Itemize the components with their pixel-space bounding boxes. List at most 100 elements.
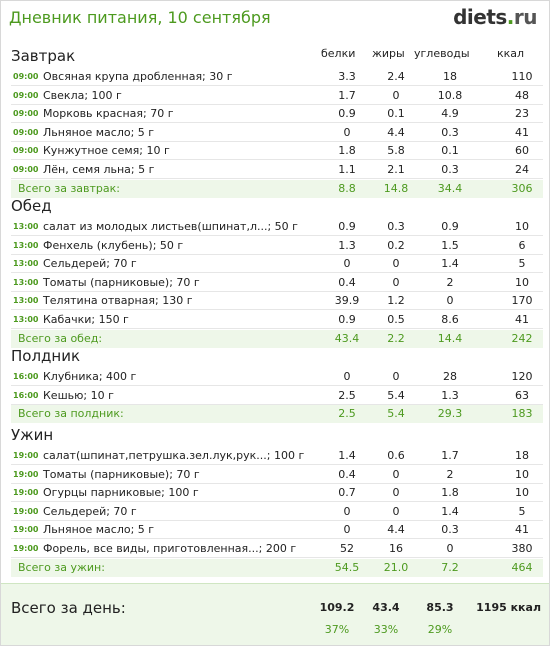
col-protein: белки <box>321 47 356 60</box>
food-kcal: 5 <box>518 257 526 271</box>
col-carbs: углеводы <box>414 47 470 60</box>
food-fat: 4.4 <box>387 523 405 537</box>
food-carbs: 0.9 <box>441 220 459 233</box>
meal-total-kcal: 306 <box>511 181 533 195</box>
meal-total-protein: 8.8 <box>338 181 356 195</box>
food-carbs: 0.3 <box>441 163 459 176</box>
food-kcal: 60 <box>515 144 529 158</box>
food-protein: 0.4 <box>338 467 356 481</box>
meal-total-protein: 54.5 <box>334 560 360 574</box>
food-carbs: 2 <box>446 275 454 289</box>
meal-title: Завтрак <box>11 47 76 65</box>
food-protein: 0.4 <box>338 275 356 289</box>
food-row[interactable]: 19:00 Огурцы парниковые; 100 г 0.7 0 1.8 10 <box>11 484 543 503</box>
food-row[interactable]: 09:00 Льняное масло; 5 г 0 4.4 0.3 41 <box>11 124 543 142</box>
food-carbs: 1.8 <box>441 486 459 500</box>
food-time: 19:00 <box>13 451 39 460</box>
food-kcal: 41 <box>515 523 529 537</box>
food-row[interactable]: 09:00 Лён, семя льна; 5 г 1.1 2.1 0.3 24 <box>11 161 543 179</box>
food-carbs: 0 <box>446 542 454 555</box>
header: Дневник питания, 10 сентября diets.ru <box>1 1 549 37</box>
food-time: 16:00 <box>13 390 39 400</box>
meal-total-carbs: 7.2 <box>441 560 459 574</box>
food-name[interactable]: Лён, семя льна; 5 г <box>43 163 155 176</box>
food-row[interactable]: 13:00 Томаты (парниковые); 70 г 0.4 0 2 10 <box>11 274 543 292</box>
food-kcal: 41 <box>515 125 529 139</box>
food-kcal: 24 <box>515 163 529 176</box>
food-name[interactable]: салат из молодых листьев(шпинат,л...; 50… <box>43 220 298 233</box>
food-row[interactable]: 13:00 Сельдерей; 70 г 0 0 1.4 5 <box>11 255 543 274</box>
food-protein: 1.3 <box>338 238 356 252</box>
food-row[interactable]: 09:00 Кунжутное семя; 10 г 1.8 5.8 0.1 60 <box>11 142 543 161</box>
food-name[interactable]: Сельдерей; 70 г <box>43 504 137 518</box>
food-row[interactable]: 13:00 Фенхель (клубень); 50 г 1.3 0.2 1.5 6 <box>11 237 543 255</box>
food-row[interactable]: 09:00 Морковь красная; 70 г 0.9 0.1 4.9 23 <box>11 105 543 124</box>
food-row[interactable]: 09:00 Свекла; 100 г 1.7 0 10.8 48 <box>11 87 543 105</box>
food-row[interactable]: 13:00 Телятина отварная; 130 г 39.9 1.2 0 170 <box>11 292 543 311</box>
food-name[interactable]: Огурцы парниковые; 100 г <box>43 486 199 500</box>
food-fat: 5.4 <box>387 388 405 402</box>
meal-total-row: Всего за ужин: 54.5 21.0 7.2 464 <box>11 558 543 577</box>
food-time: 09:00 <box>13 90 39 100</box>
food-name[interactable]: салат(шпинат,петрушка.зел.лук,рук...; 10… <box>43 449 305 462</box>
food-carbs: 0.1 <box>441 144 459 158</box>
food-name[interactable]: Форель, все виды, приготовленная...; 200… <box>43 542 297 555</box>
food-name[interactable]: Фенхель (клубень); 50 г <box>43 238 184 252</box>
food-name[interactable]: Томаты (парниковые); 70 г <box>43 275 200 289</box>
food-row[interactable]: 13:00 салат из молодых листьев(шпинат,л..… <box>11 218 543 236</box>
food-carbs: 2 <box>446 467 454 481</box>
food-fat: 0.6 <box>387 449 405 462</box>
food-name[interactable]: Морковь красная; 70 г <box>43 107 174 121</box>
food-carbs: 0.3 <box>441 523 459 537</box>
food-kcal: 10 <box>515 486 529 500</box>
food-protein: 1.7 <box>338 88 356 102</box>
site-logo[interactable]: diets.ru <box>453 5 537 29</box>
food-fat: 16 <box>389 542 403 555</box>
food-row[interactable]: 16:00 Клубника; 400 г 0 0 28 120 <box>11 368 543 386</box>
food-row[interactable]: 16:00 Кешью; 10 г 2.5 5.4 1.3 63 <box>11 387 543 405</box>
food-name[interactable]: Кунжутное семя; 10 г <box>43 144 170 158</box>
food-time: 16:00 <box>13 372 39 381</box>
food-time: 09:00 <box>13 127 39 137</box>
food-name[interactable]: Кабачки; 150 г <box>43 313 129 326</box>
meal-total-carbs: 34.4 <box>437 181 463 195</box>
food-kcal: 41 <box>515 313 529 326</box>
food-name[interactable]: Телятина отварная; 130 г <box>43 294 193 308</box>
day-total-protein: 109.2 <box>319 601 355 614</box>
food-name[interactable]: Томаты (парниковые); 70 г <box>43 467 200 481</box>
food-name[interactable]: Кешью; 10 г <box>43 388 114 402</box>
food-kcal: 110 <box>511 70 533 83</box>
food-kcal: 120 <box>511 370 533 383</box>
food-kcal: 10 <box>515 467 529 481</box>
food-fat: 0 <box>392 504 400 518</box>
food-name[interactable]: Свекла; 100 г <box>43 88 122 102</box>
food-protein: 0 <box>343 504 351 518</box>
food-fat: 0 <box>392 467 400 481</box>
food-row[interactable]: 19:00 Сельдерей; 70 г 0 0 1.4 5 <box>11 503 543 521</box>
food-fat: 0 <box>392 88 400 102</box>
day-pct-protein: 37% <box>324 623 350 636</box>
food-row[interactable]: 19:00 Томаты (парниковые); 70 г 0.4 0 2 10 <box>11 466 543 484</box>
food-kcal: 5 <box>518 504 526 518</box>
food-name[interactable]: Овсяная крупа дробленная; 30 г <box>43 70 233 83</box>
food-protein: 2.5 <box>338 388 356 402</box>
food-row[interactable]: 19:00 салат(шпинат,петрушка.зел.лук,рук..… <box>11 447 543 465</box>
food-fat: 2.4 <box>387 70 405 83</box>
food-name[interactable]: Клубника; 400 г <box>43 370 137 383</box>
food-kcal: 18 <box>515 449 529 462</box>
food-name[interactable]: Льняное масло; 5 г <box>43 523 155 537</box>
food-row[interactable]: 13:00 Кабачки; 150 г 0.9 0.5 8.6 41 <box>11 311 543 329</box>
food-name[interactable]: Льняное масло; 5 г <box>43 125 155 139</box>
food-kcal: 10 <box>515 220 529 233</box>
food-row[interactable]: 19:00 Форель, все виды, приготовленная...… <box>11 540 543 558</box>
day-total-label: Всего за день: <box>11 599 126 617</box>
food-name[interactable]: Сельдерей; 70 г <box>43 257 137 271</box>
food-carbs: 28 <box>443 370 457 383</box>
food-fat: 1.2 <box>387 294 405 308</box>
food-row[interactable]: 09:00 Овсяная крупа дробленная; 30 г 3.3 2.… <box>11 68 543 86</box>
food-time: 19:00 <box>13 506 39 516</box>
meal-total-kcal: 464 <box>511 560 533 574</box>
meal-total-row: Всего за полдник: 2.5 5.4 29.3 183 <box>11 405 543 424</box>
food-row[interactable]: 19:00 Льняное масло; 5 г 0 4.4 0.3 41 <box>11 521 543 540</box>
